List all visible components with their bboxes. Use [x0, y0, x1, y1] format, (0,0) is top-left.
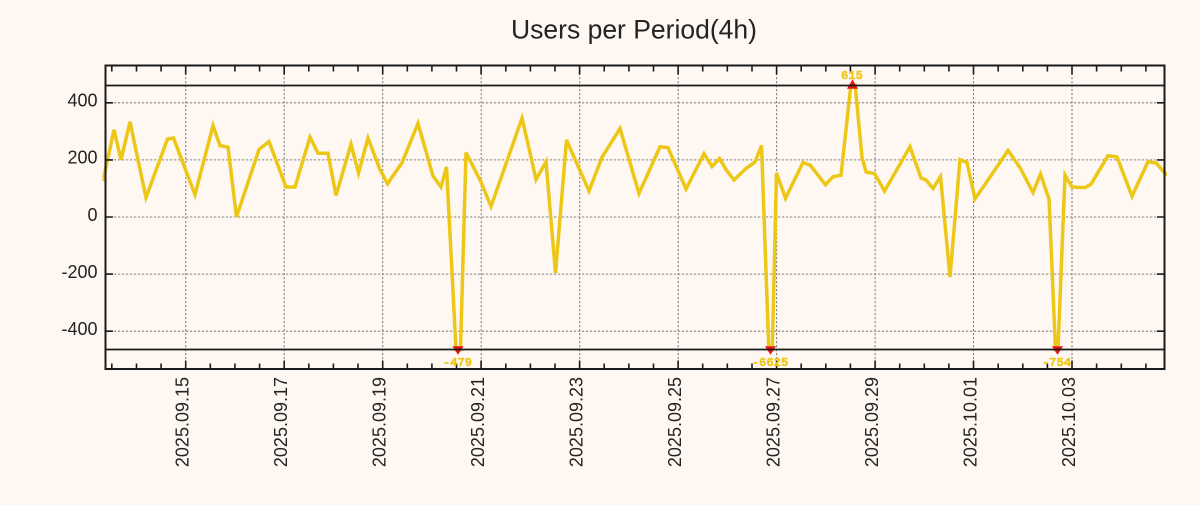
svg-text:400: 400 [67, 91, 97, 111]
svg-text:2025.09.17: 2025.09.17 [271, 377, 291, 467]
svg-text:-400: -400 [61, 319, 97, 339]
svg-text:-6625: -6625 [752, 356, 789, 370]
svg-text:2025.09.29: 2025.09.29 [862, 377, 882, 467]
svg-text:615: 615 [841, 69, 863, 83]
svg-text:0: 0 [87, 205, 97, 225]
svg-text:2025.09.19: 2025.09.19 [370, 377, 390, 467]
svg-text:2025.09.27: 2025.09.27 [763, 377, 783, 467]
svg-text:2025.09.15: 2025.09.15 [173, 377, 193, 467]
svg-text:2025.09.25: 2025.09.25 [665, 377, 685, 467]
svg-text:2025.10.01: 2025.10.01 [960, 377, 980, 467]
svg-text:200: 200 [67, 148, 97, 168]
svg-text:-479: -479 [443, 356, 472, 370]
svg-text:2025.10.03: 2025.10.03 [1059, 377, 1079, 467]
svg-text:Users per Period(4h): Users per Period(4h) [511, 14, 757, 44]
svg-text:2025.09.21: 2025.09.21 [468, 377, 488, 467]
svg-text:-754: -754 [1042, 356, 1071, 370]
svg-text:-200: -200 [61, 262, 97, 282]
svg-text:2025.09.23: 2025.09.23 [567, 377, 587, 467]
